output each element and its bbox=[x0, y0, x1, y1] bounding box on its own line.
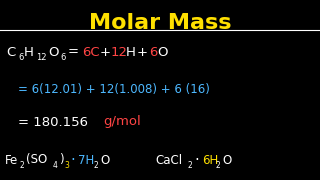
Text: ): ) bbox=[59, 154, 64, 166]
Text: 4: 4 bbox=[53, 161, 58, 170]
Text: ·: · bbox=[194, 152, 199, 168]
Text: H: H bbox=[24, 46, 34, 58]
Text: O: O bbox=[48, 46, 59, 58]
Text: 2: 2 bbox=[94, 161, 99, 170]
Text: = 6(12.01) + 12(1.008) + 6 (16): = 6(12.01) + 12(1.008) + 6 (16) bbox=[18, 84, 210, 96]
Text: 7H: 7H bbox=[78, 154, 94, 166]
Text: =: = bbox=[68, 46, 79, 58]
Text: ·: · bbox=[70, 152, 75, 168]
Text: 12: 12 bbox=[36, 53, 46, 62]
Text: Fe: Fe bbox=[5, 154, 18, 166]
Text: +: + bbox=[137, 46, 148, 58]
Text: 6: 6 bbox=[18, 53, 23, 62]
Text: +: + bbox=[100, 46, 111, 58]
Text: H: H bbox=[126, 46, 136, 58]
Text: 2: 2 bbox=[188, 161, 193, 170]
Text: g/mol: g/mol bbox=[103, 116, 141, 129]
Text: O: O bbox=[157, 46, 167, 58]
Text: 6H: 6H bbox=[202, 154, 218, 166]
Text: (SO: (SO bbox=[26, 154, 47, 166]
Text: 3: 3 bbox=[64, 161, 69, 170]
Text: = 180.156: = 180.156 bbox=[18, 116, 92, 129]
Text: 12: 12 bbox=[111, 46, 128, 58]
Text: 2: 2 bbox=[20, 161, 25, 170]
Text: 2: 2 bbox=[216, 161, 221, 170]
Text: O: O bbox=[100, 154, 109, 166]
Text: O: O bbox=[222, 154, 231, 166]
Text: CaCl: CaCl bbox=[155, 154, 182, 166]
Text: 6: 6 bbox=[149, 46, 157, 58]
Text: 6C: 6C bbox=[82, 46, 100, 58]
Text: 6: 6 bbox=[60, 53, 65, 62]
Text: Molar Mass: Molar Mass bbox=[89, 13, 231, 33]
Text: C: C bbox=[6, 46, 15, 58]
